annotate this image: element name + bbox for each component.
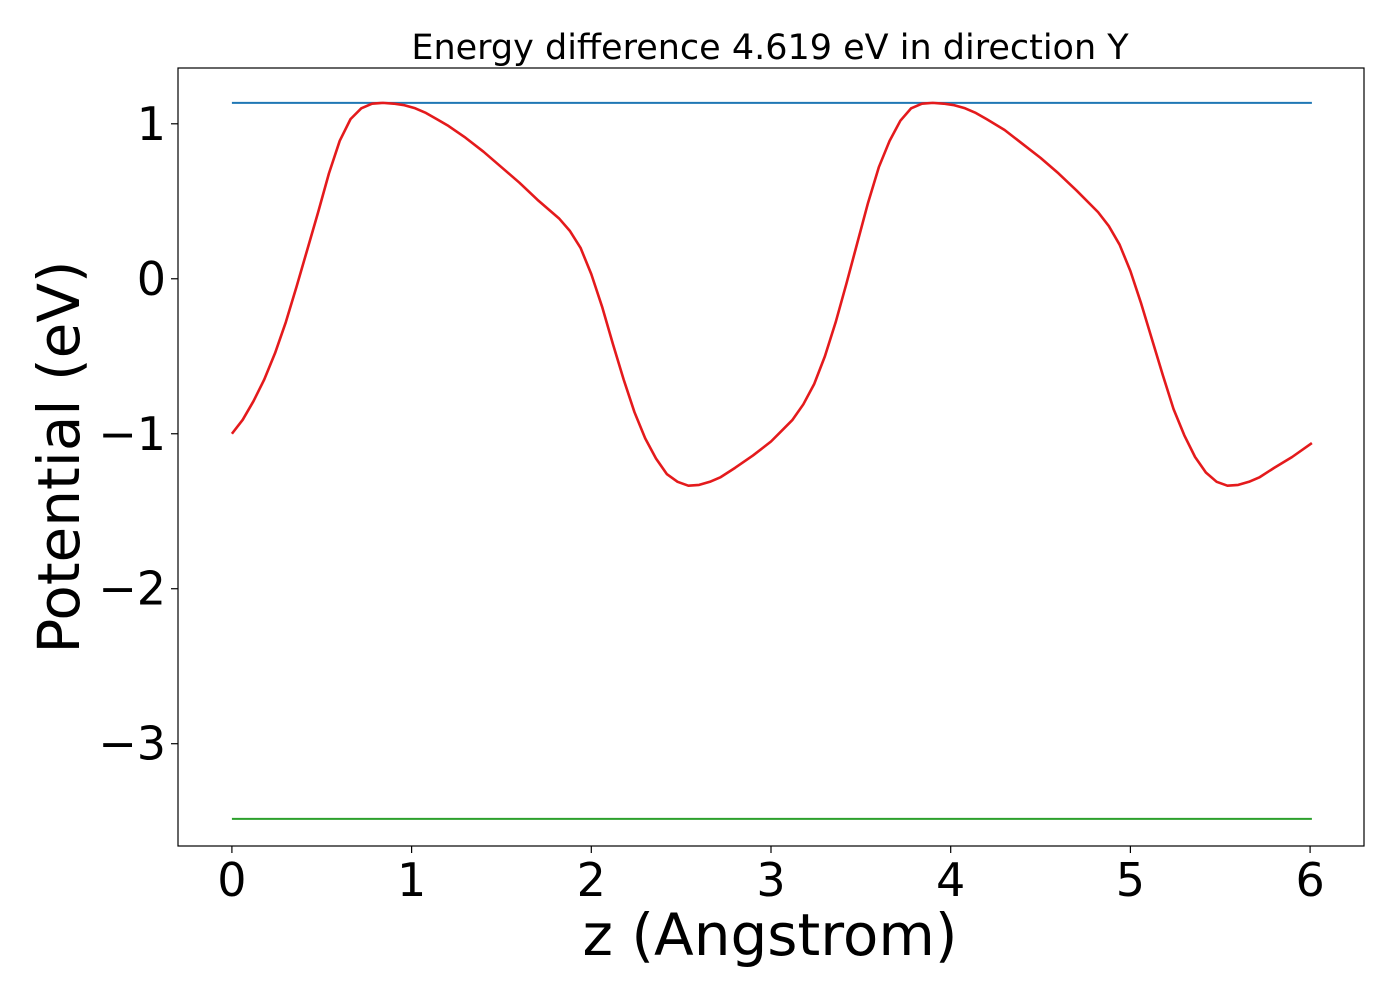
chart-title: Energy difference 4.619 eV in direction … (411, 28, 1129, 68)
series-line-2 (230, 101, 1313, 487)
x-tick-label: 4 (936, 853, 965, 907)
series-layer (230, 101, 1313, 820)
y-tick-label: −3 (98, 717, 166, 771)
ticks-layer: 0 1 2 3 4 5 6 1 0 −1 −2 −3 (98, 97, 1325, 907)
y-tick-label: −2 (98, 562, 166, 616)
x-tick-label: 1 (397, 853, 426, 907)
y-tick-label: 0 (137, 252, 166, 306)
x-tick-label: 3 (756, 853, 785, 907)
y-axis-title: Potential (eV) (25, 260, 93, 653)
x-tick-label: 2 (577, 853, 606, 907)
x-tick-label: 5 (1116, 853, 1145, 907)
x-tick-label: 0 (217, 853, 246, 907)
y-tick-label: −1 (98, 407, 166, 461)
x-axis-title: z (Angstrom) (583, 901, 958, 969)
x-tick-label: 6 (1295, 853, 1324, 907)
plot-frame (177, 67, 1365, 847)
y-tick-label: 1 (137, 97, 166, 151)
